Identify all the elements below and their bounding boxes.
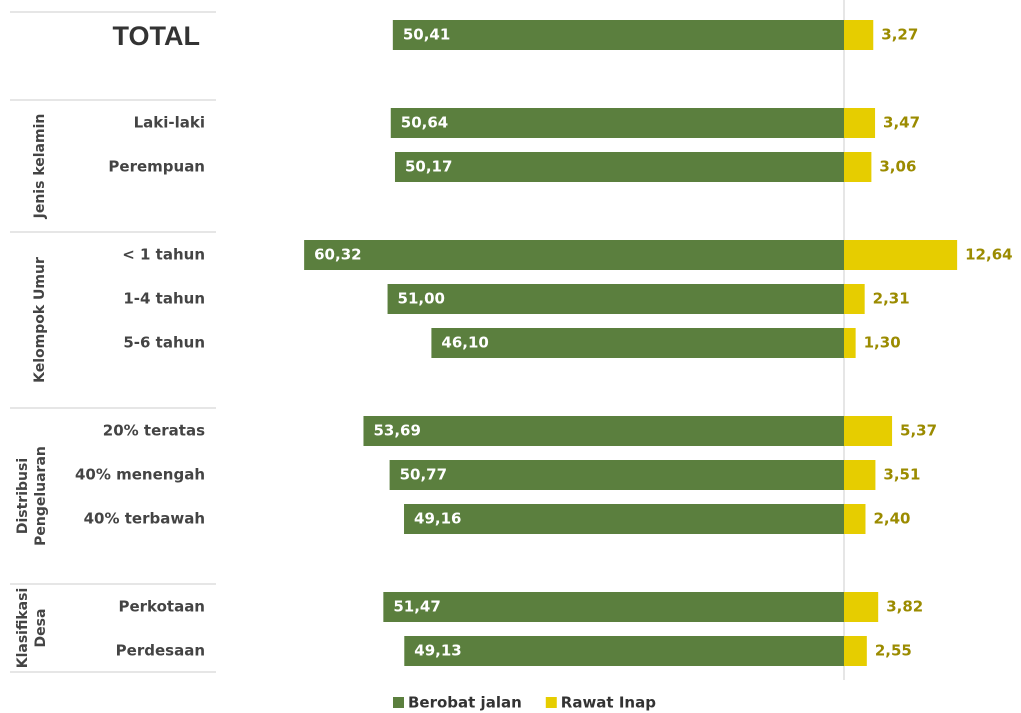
bar xyxy=(844,328,856,358)
bar xyxy=(844,592,878,622)
category-label: Perempuan xyxy=(108,158,205,176)
bar xyxy=(404,636,844,666)
category-label: TOTAL xyxy=(113,21,201,51)
bar xyxy=(390,460,844,490)
value-label: 50,41 xyxy=(403,26,450,44)
bar xyxy=(844,284,865,314)
value-label: 12,64 xyxy=(965,246,1012,264)
bar xyxy=(395,152,844,182)
value-label: 2,55 xyxy=(875,642,912,660)
category-label: 40% menengah xyxy=(75,466,205,484)
legend-swatch xyxy=(393,697,404,708)
category-label: Perdesaan xyxy=(116,642,205,660)
value-label: 3,06 xyxy=(879,158,916,176)
value-label: 50,77 xyxy=(400,466,447,484)
bar xyxy=(844,240,957,270)
bar xyxy=(844,636,867,666)
value-label: 50,17 xyxy=(405,158,452,176)
group-label: Klasifikasi xyxy=(15,588,31,669)
chart: Jenis kelamin Kelompok Umur DistribusiPeng… xyxy=(0,0,1021,713)
value-label: 53,69 xyxy=(373,422,420,440)
bar xyxy=(393,20,844,50)
category-label: 20% teratas xyxy=(103,422,205,440)
bar xyxy=(844,504,865,534)
value-label: 51,47 xyxy=(393,598,440,616)
group-label: Kelompok Umur xyxy=(32,257,48,383)
value-label: 3,27 xyxy=(881,26,918,44)
bar xyxy=(844,108,875,138)
group-label: Jenis kelamin xyxy=(32,114,48,220)
value-label: 49,13 xyxy=(414,642,461,660)
bar xyxy=(844,416,892,446)
bar xyxy=(844,460,875,490)
value-label: 3,82 xyxy=(886,598,923,616)
category-label: 40% terbawah xyxy=(84,510,205,528)
value-label: 50,64 xyxy=(401,114,448,132)
legend-label: Rawat Inap xyxy=(561,694,656,712)
value-label: 46,10 xyxy=(441,334,488,352)
bar xyxy=(844,20,873,50)
value-label: 2,31 xyxy=(873,290,910,308)
bar xyxy=(404,504,844,534)
group-label: Pengeluaran xyxy=(33,446,49,546)
bar xyxy=(844,152,871,182)
bar xyxy=(363,416,844,446)
value-label: 49,16 xyxy=(414,510,461,528)
bar xyxy=(431,328,844,358)
value-label: 51,00 xyxy=(398,290,445,308)
value-label: 5,37 xyxy=(900,422,937,440)
category-label: Perkotaan xyxy=(118,598,205,616)
group-label: Distribusi xyxy=(15,458,31,534)
category-label: < 1 tahun xyxy=(122,246,205,264)
value-label: 3,47 xyxy=(883,114,920,132)
category-label: 1-4 tahun xyxy=(123,290,205,308)
value-label: 1,30 xyxy=(864,334,901,352)
bar xyxy=(383,592,844,622)
value-label: 60,32 xyxy=(314,246,361,264)
category-label: Laki-laki xyxy=(134,114,205,132)
bar xyxy=(304,240,844,270)
legend-label: Berobat jalan xyxy=(408,694,522,712)
bar xyxy=(388,284,844,314)
value-label: 2,40 xyxy=(873,510,910,528)
group-label: Desa xyxy=(33,609,49,648)
category-label: 5-6 tahun xyxy=(123,334,205,352)
bar xyxy=(391,108,844,138)
value-label: 3,51 xyxy=(883,466,920,484)
legend-swatch xyxy=(546,697,557,708)
